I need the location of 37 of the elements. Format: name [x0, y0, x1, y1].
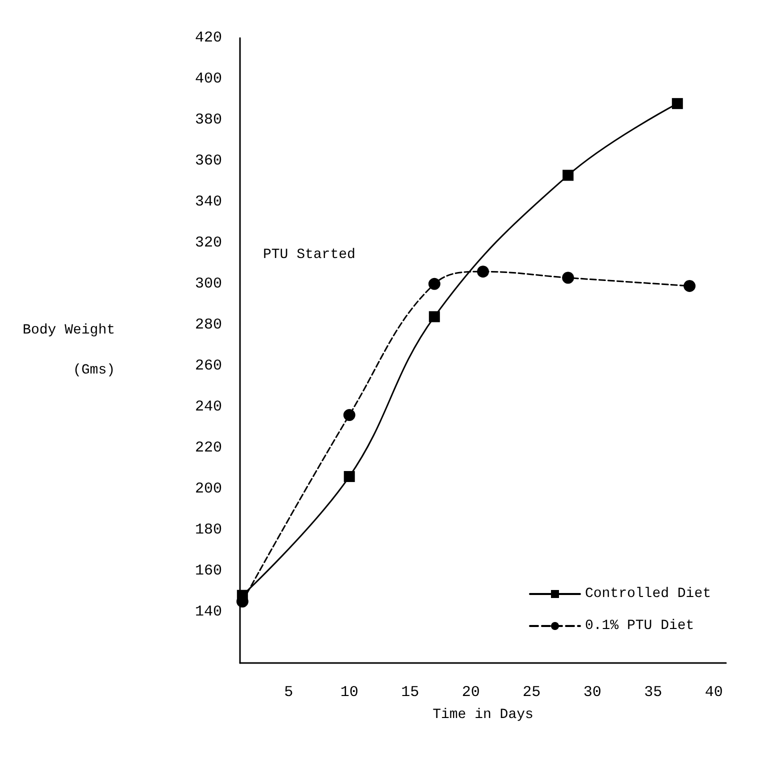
- point: [344, 471, 355, 482]
- y-tick-label: 380: [194, 111, 222, 128]
- point: [477, 266, 489, 278]
- legend-label: Controlled Diet: [584, 586, 712, 602]
- y-tick-label: 300: [194, 275, 222, 292]
- y-tick-label: 360: [194, 152, 222, 170]
- x-tick-label: 30: [583, 684, 602, 701]
- point: [428, 278, 440, 290]
- y-tick-label: 280: [194, 316, 222, 334]
- point: [428, 311, 440, 322]
- x-tick-label: 40: [704, 684, 723, 701]
- y-tick-label: 180: [194, 521, 222, 538]
- x-tick-label: 10: [340, 684, 358, 701]
- point: [684, 280, 696, 292]
- x-tick-label: 5: [284, 684, 294, 701]
- legend-label: 0.1% PTU Diet: [584, 618, 694, 634]
- x-tick-label: 35: [644, 684, 662, 701]
- x-tick-label: 25: [522, 684, 541, 701]
- y-tick-label: 200: [194, 480, 222, 498]
- annotation: PTU Started: [263, 247, 356, 263]
- point: [562, 170, 574, 181]
- y-tick-label: 260: [194, 357, 222, 374]
- y-tick-label: 160: [194, 562, 222, 580]
- point: [562, 272, 574, 284]
- y-tick-label: 420: [194, 30, 222, 46]
- y-tick-label: 140: [194, 603, 222, 620]
- x-tick-label: 15: [401, 684, 420, 701]
- y-tick-label: 320: [194, 234, 222, 252]
- y-tick-label: 340: [194, 193, 222, 210]
- y-tick-label: 400: [194, 70, 222, 88]
- x-tick-label: 20: [462, 684, 480, 701]
- y-tick-label: 240: [194, 398, 222, 416]
- point: [672, 98, 683, 110]
- y-tick-label: 220: [194, 439, 222, 456]
- x-axis-title: Time in Days: [432, 707, 534, 723]
- text: Body Weight (Gms): [22, 322, 115, 378]
- point: [343, 409, 356, 422]
